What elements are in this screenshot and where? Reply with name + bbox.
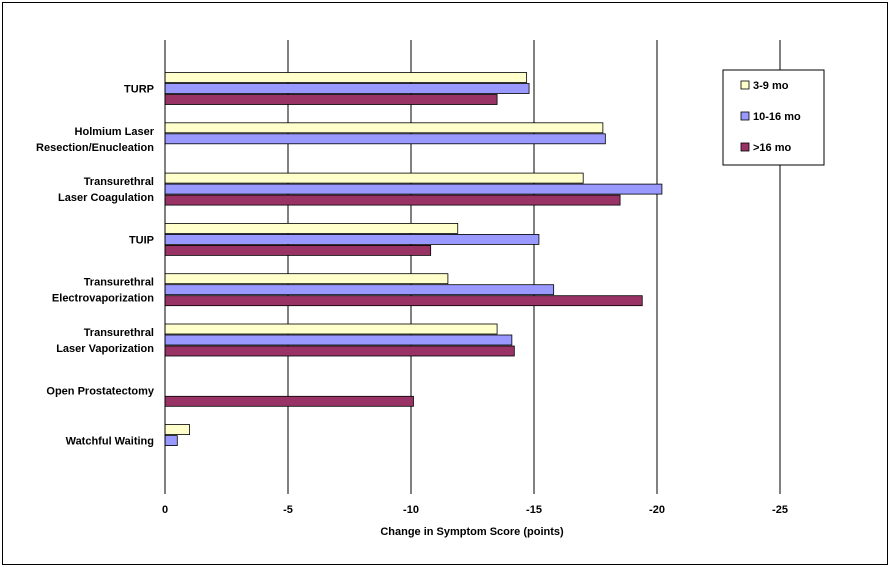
- legend-box: [722, 69, 825, 166]
- bar: [164, 233, 540, 245]
- bar: [164, 244, 432, 256]
- bar: [164, 83, 530, 94]
- bars: [164, 72, 663, 447]
- bar: [164, 395, 414, 407]
- bar: [164, 133, 606, 145]
- category-label: Laser Vaporization: [56, 343, 154, 355]
- category-label: Transurethral: [84, 176, 154, 188]
- category-label: Laser Coagulation: [58, 192, 154, 204]
- x-axis-label: Change in Symptom Score (points): [380, 526, 564, 538]
- bar: [164, 172, 584, 184]
- bar: [164, 94, 498, 105]
- bar: [164, 222, 459, 234]
- bar: [164, 424, 191, 436]
- bar: [164, 435, 178, 447]
- category-label: Open Prostatectomy: [46, 385, 154, 397]
- bar: [164, 323, 498, 335]
- legend-swatch: [740, 142, 750, 152]
- x-tick-label: -10: [403, 504, 419, 516]
- legend-label: >16 mo: [753, 142, 791, 154]
- bar: [164, 345, 515, 357]
- bar: [164, 72, 528, 83]
- category-label: Electrovaporization: [52, 293, 154, 305]
- bar: [164, 194, 621, 206]
- bar: [164, 273, 449, 285]
- x-tick-labels: 0 -5 -10 -15 -20 -25: [162, 504, 788, 516]
- x-tick-label: -5: [283, 504, 293, 516]
- legend-label: 10-16 mo: [753, 111, 801, 123]
- x-tick-label: 0: [162, 504, 168, 516]
- bar: [164, 284, 555, 296]
- bar: [164, 334, 513, 346]
- legend-swatch: [740, 111, 750, 121]
- category-label: Holmium Laser: [75, 126, 155, 138]
- legend-swatch: [740, 80, 750, 90]
- category-label: TURP: [124, 84, 154, 96]
- x-tick-label: -15: [526, 504, 542, 516]
- category-label: TUIP: [129, 234, 154, 246]
- category-labels: TURP Holmium Laser Resection/Enucleation Tr…: [36, 84, 155, 448]
- category-label: Transurethral: [84, 277, 154, 289]
- x-tick-label: -25: [772, 504, 788, 516]
- legend-label: 3-9 mo: [753, 80, 789, 92]
- category-label: Transurethral: [84, 327, 154, 339]
- category-label: Watchful Waiting: [66, 436, 154, 448]
- legend: 3-9 mo 10-16 mo >16 mo: [722, 69, 825, 166]
- bar: [164, 295, 643, 307]
- bar: [164, 183, 663, 195]
- category-label: Resection/Enucleation: [36, 142, 154, 154]
- bar: [164, 122, 604, 134]
- x-tick-label: -20: [649, 504, 665, 516]
